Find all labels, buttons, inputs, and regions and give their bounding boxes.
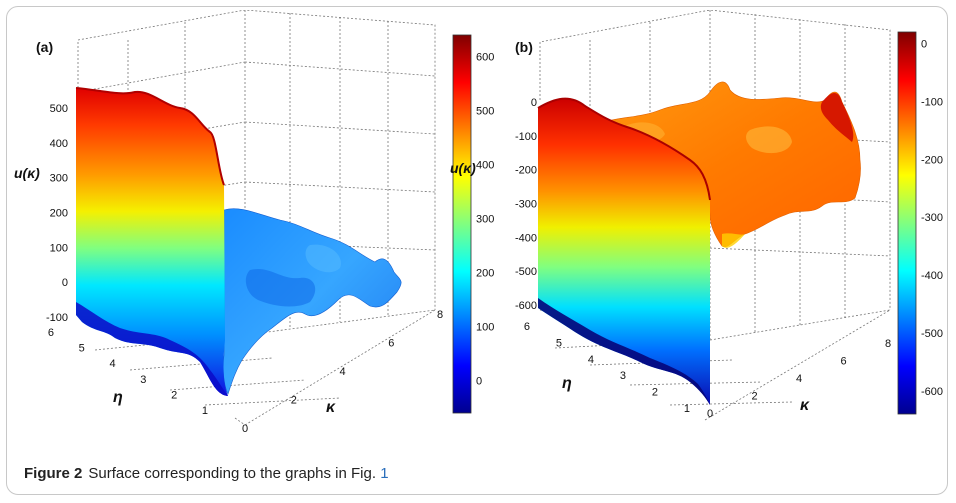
- panel-a-wall-bottom: [76, 302, 228, 396]
- panel-a-x-ticks: 0 2 4 6 8: [242, 309, 443, 435]
- x-tick-label: 4: [796, 373, 802, 385]
- y-tick-label: 3: [620, 370, 626, 382]
- y-tick-label: 6: [48, 327, 54, 339]
- panel-a-ylabel: η: [113, 389, 123, 406]
- panel-b-colorbar-ticks: -600 -500 -400 -300 -200 -100 0: [921, 39, 943, 398]
- panel-b-x-ticks: 0 2 4 6 8: [707, 338, 891, 420]
- y-tick-label: 4: [109, 358, 115, 370]
- panel-a-plateau-shade: [305, 244, 341, 273]
- panel-a-z-ticks: -100 0 100 200 300 400 500: [46, 103, 68, 324]
- panel-b-xlabel: κ: [800, 397, 810, 414]
- y-tick-label: 2: [652, 387, 658, 399]
- z-tick-label: -600: [515, 300, 537, 312]
- z-tick-label: 400: [50, 138, 68, 150]
- panel-b: -600 -500 -400 -300 -200 -100 0 1 2 3 4 5 6 0 2 4 6 8 (…: [515, 10, 943, 421]
- x-tick-label: 6: [388, 338, 394, 350]
- panel-a-zlabel: u(κ): [14, 165, 40, 181]
- z-tick-label: 100: [50, 242, 68, 254]
- z-tick-label: -500: [515, 266, 537, 278]
- panel-a-wall: [76, 88, 228, 396]
- panel-a-colorbar: [452, 34, 472, 414]
- x-tick-label: 6: [840, 356, 846, 368]
- panel-b-ylabel: η: [562, 375, 572, 392]
- colorbar-tick-label: -300: [921, 212, 943, 224]
- colorbar-tick-label: 0: [921, 39, 927, 51]
- z-tick-label: -200: [515, 165, 537, 177]
- z-tick-label: -400: [515, 232, 537, 244]
- y-tick-label: 4: [588, 354, 594, 366]
- colorbar-tick-label: 100: [476, 322, 494, 334]
- x-tick-label: 0: [242, 423, 248, 435]
- x-tick-label: 4: [339, 366, 345, 378]
- z-tick-label: 0: [62, 277, 68, 289]
- x-tick-label: 2: [751, 391, 757, 403]
- panel-b-wall-bottom: [538, 298, 710, 405]
- panel-a-colorbar-ticks: 0 100 200 300 400 500 600: [476, 52, 494, 388]
- colorbar-tick-label: 300: [476, 214, 494, 226]
- colorbar-tick-label: -200: [921, 154, 943, 166]
- colorbar-tick-label: 600: [476, 52, 494, 64]
- colorbar-tick-label: -100: [921, 96, 943, 108]
- y-tick-label: 6: [524, 321, 530, 333]
- panel-b-label: (b): [515, 39, 533, 55]
- panel-b-colorbar: [897, 31, 917, 415]
- z-tick-label: 300: [50, 173, 68, 185]
- x-tick-label: 2: [291, 395, 297, 407]
- z-tick-label: 500: [50, 103, 68, 115]
- colorbar-tick-label: 400: [476, 160, 494, 172]
- panel-b-plateau-highlight: [746, 126, 792, 154]
- panel-a-plateau-shade: [245, 268, 316, 307]
- x-tick-label: 8: [885, 338, 891, 350]
- caption-label: Figure 2: [24, 465, 83, 482]
- panel-b-plateau-yellow: [722, 233, 745, 248]
- y-tick-label: 1: [684, 403, 690, 415]
- panel-b-wall-rim: [537, 97, 711, 201]
- panel-a-label: (a): [36, 39, 53, 55]
- x-tick-label: 0: [707, 408, 713, 420]
- panel-b-y-ticks: 1 2 3 4 5 6: [524, 321, 690, 415]
- y-tick-label: 3: [140, 374, 146, 386]
- z-tick-label: 0: [531, 97, 537, 109]
- panel-a-plateau: [222, 208, 402, 395]
- panel-b-plateau-dark: [820, 92, 854, 142]
- z-tick-label: -300: [515, 199, 537, 211]
- panel-a-xlabel: κ: [326, 399, 336, 416]
- panel-b-z-ticks: -600 -500 -400 -300 -200 -100 0: [515, 97, 537, 312]
- panel-a-y-ticks: 1 2 3 4 5 6: [48, 327, 208, 417]
- z-tick-label: -100: [515, 131, 537, 143]
- y-tick-label: 1: [202, 405, 208, 417]
- y-tick-label: 5: [79, 343, 85, 355]
- panel-a: -100 0 100 200 300 400 500 1 2 3 4 5 6 0 2 4 6 8 (a) u(…: [14, 10, 494, 435]
- caption-figure-link[interactable]: 1: [380, 465, 389, 482]
- y-tick-label: 2: [171, 389, 177, 401]
- colorbar-tick-label: 200: [476, 268, 494, 280]
- colorbar-tick-label: 500: [476, 106, 494, 118]
- z-tick-label: 200: [50, 208, 68, 220]
- z-tick-label: -100: [46, 312, 68, 324]
- panel-a-colorbar-label: u(κ): [450, 160, 476, 176]
- colorbar-tick-label: 0: [476, 376, 482, 388]
- caption-text: Surface corresponding to the graphs in F…: [88, 465, 377, 482]
- colorbar-tick-label: -500: [921, 328, 943, 340]
- figure-caption: Figure 2 Surface corresponding to the gra…: [24, 465, 389, 482]
- colorbar-tick-label: -400: [921, 270, 943, 282]
- colorbar-tick-label: -600: [921, 386, 943, 398]
- x-tick-label: 8: [437, 309, 443, 321]
- y-tick-label: 5: [556, 337, 562, 349]
- figure-frame: [6, 6, 948, 495]
- panel-a-wall-rim: [75, 87, 225, 186]
